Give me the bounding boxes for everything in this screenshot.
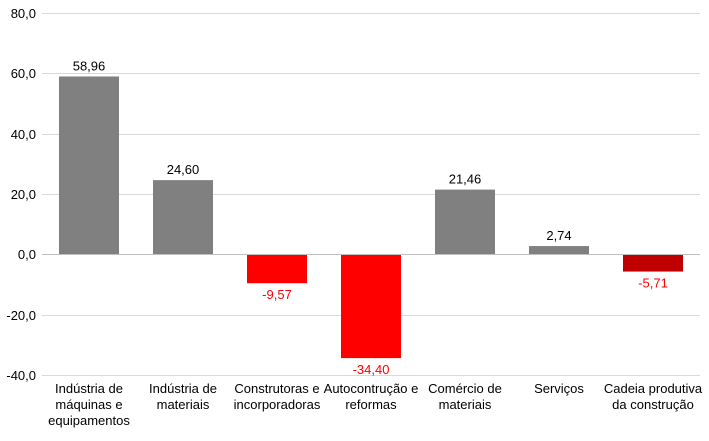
category-label-line: máquinas e [55, 397, 122, 412]
bar [247, 254, 307, 284]
category-label: Cadeia produtiva da construção [604, 381, 703, 412]
category-label-line: equipamentos [48, 413, 130, 428]
category-label-line: reformas [345, 397, 397, 412]
data-labels: 58,96 24,60 -9,57 -34,40 21,46 2,74 -5,71 [73, 58, 668, 377]
category-label-line: Serviços [534, 381, 584, 396]
category-label-line: Construtoras e [234, 381, 319, 396]
y-axis-tick-labels: 80,0 60,0 40,0 20,0 0,0 -20,0 -40,0 [6, 6, 36, 383]
bar [153, 180, 213, 255]
data-label: 24,60 [167, 162, 200, 177]
y-tick-label: -20,0 [6, 308, 36, 323]
y-tick-label: 0,0 [18, 247, 36, 262]
category-label: Autocontrução e reformas [324, 381, 419, 412]
category-label-line: Indústria de [149, 381, 217, 396]
y-tick-label: 20,0 [11, 187, 36, 202]
category-label: Indústria de materiais [149, 381, 217, 412]
category-label: Indústria de máquinas e equipamentos [48, 381, 130, 428]
category-label-line: materiais [439, 397, 492, 412]
category-label-line: Indústria de [55, 381, 123, 396]
data-label: -5,71 [638, 276, 668, 291]
category-label-line: da construção [612, 397, 694, 412]
category-label: Construtoras e incorporadoras [234, 381, 321, 412]
bar [529, 246, 589, 255]
y-tick-label: 40,0 [11, 127, 36, 142]
data-label: 58,96 [73, 58, 106, 73]
category-label-line: Autocontrução e [324, 381, 419, 396]
category-label: Serviços [534, 381, 584, 396]
y-tick-label: 60,0 [11, 66, 36, 81]
data-label: -9,57 [262, 287, 292, 302]
data-label: -34,40 [353, 362, 390, 377]
bars [59, 76, 683, 359]
bar [623, 254, 683, 272]
bar [435, 189, 495, 255]
category-labels: Indústria de máquinas e equipamentosIndúst… [48, 381, 703, 428]
category-label: Comércio de materiais [428, 381, 502, 412]
y-tick-label: 80,0 [11, 6, 36, 21]
category-label-line: incorporadoras [234, 397, 321, 412]
bar [59, 76, 119, 255]
category-label-line: materiais [157, 397, 210, 412]
y-tick-label: -40,0 [6, 368, 36, 383]
category-label-line: Cadeia produtiva [604, 381, 703, 396]
data-label: 2,74 [546, 228, 571, 243]
data-label: 21,46 [449, 172, 482, 187]
category-label-line: Comércio de [428, 381, 502, 396]
bar [341, 254, 401, 359]
